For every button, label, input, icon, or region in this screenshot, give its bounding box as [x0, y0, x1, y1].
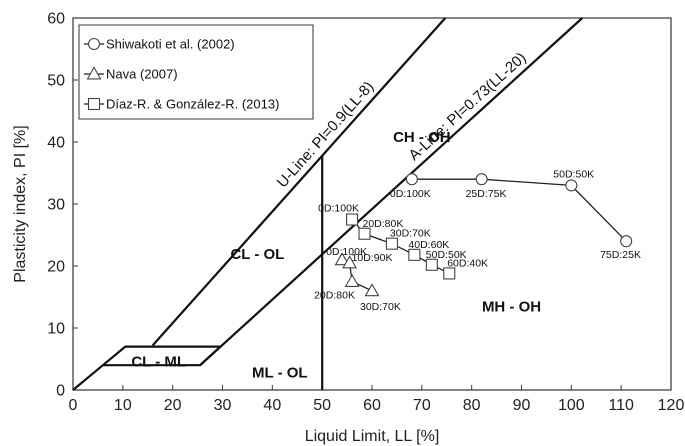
y-tick-label: 50 [47, 73, 65, 90]
y-axis-title: Plasticity index, PI [%] [12, 125, 29, 282]
zone-label: ML - OL [252, 365, 308, 382]
u-line [151, 17, 447, 347]
point-label: 0D:100K [318, 203, 359, 215]
point-label: 20D:80K [314, 290, 355, 302]
data-point [408, 248, 421, 261]
data-point [358, 227, 371, 240]
data-point [475, 173, 488, 186]
x-tick-label: 0 [69, 397, 78, 414]
point-label: 50D:50K [426, 249, 467, 261]
x-tick-label: 70 [413, 397, 431, 414]
legend-label: Nava (2007) [106, 67, 178, 82]
legend-box [78, 24, 314, 120]
x-tick-label: 100 [558, 397, 585, 414]
legend-item: Díaz-R. & González-R. (2013) [84, 97, 279, 112]
y-tick-label: 60 [47, 11, 65, 28]
point-label: 30D:70K [360, 301, 401, 313]
series-square: 0D:100K 20D:80K30D:70K40D:60K50D:50K60D:4… [318, 203, 488, 280]
legend-items: Shiwakoti et al. (2002) Nava (2007) Díaz-R… [84, 37, 279, 112]
legend-item: Nava (2007) [84, 66, 178, 82]
zone-label: CH - OH [393, 129, 451, 146]
x-tick-label: 40 [263, 397, 281, 414]
y-tick-label: 20 [47, 259, 65, 276]
data-point [342, 255, 358, 269]
data-point [425, 258, 438, 271]
data-point [385, 237, 398, 250]
y-tick-label: 0 [56, 383, 65, 400]
point-label: 0D:100K [326, 246, 367, 258]
data-point [346, 213, 359, 226]
x-tick-label: 60 [363, 397, 381, 414]
point-label: 40D:60K [408, 239, 449, 251]
x-tick-label: 20 [164, 397, 182, 414]
legend-marker [86, 66, 102, 80]
data-point [344, 273, 360, 287]
origin-line [72, 364, 104, 391]
data-point [405, 173, 418, 186]
x-tick-label: 110 [608, 397, 634, 414]
zone-label: CL - ML [131, 353, 186, 370]
data-point [443, 267, 456, 280]
x-axis-title: Liquid Limit, LL [%] [305, 428, 440, 445]
point-label: 10D:90K [352, 252, 393, 264]
data-point [620, 235, 633, 248]
cl-ml-box [102, 345, 224, 367]
legend-label: Díaz-R. & González-R. (2013) [106, 97, 279, 112]
zone-label: CL - OL [230, 246, 284, 263]
legend-item: Shiwakoti et al. (2002) [84, 37, 235, 52]
x-tick-label: 120 [658, 397, 685, 414]
x-tick-label: 30 [214, 397, 232, 414]
data-point [565, 179, 578, 192]
y-tick-label: 30 [47, 197, 65, 214]
y-tick-label: 10 [47, 321, 65, 338]
legend-label: Shiwakoti et al. (2002) [106, 37, 235, 52]
point-label: 25D:75K [466, 188, 507, 200]
zone-labels: CH - OH CL - OL CL - ML ML - OL MH - OH [131, 129, 541, 382]
axis-ticks: 0 10 20 30 40 50 60 70 80 90 100 110 120 0 10 20 30 40 50 6… [47, 11, 684, 415]
y-tick-label: 40 [47, 135, 65, 152]
legend-marker [87, 97, 101, 111]
legend-marker [87, 37, 101, 51]
x-tick-label: 10 [114, 397, 132, 414]
x-tick-label: 90 [513, 397, 531, 414]
point-label: 30D:70K [390, 228, 431, 240]
a-line [199, 17, 584, 367]
zone-label: MH - OH [482, 298, 541, 315]
point-label: 0D:100K [390, 188, 431, 200]
series-circle: 0D:100K 25D:75K 50D:50K 75D:25K [390, 168, 641, 261]
data-series: 0D:100K 25D:75K50D:50K75D:25K0D:100K10D:9… [314, 168, 641, 312]
legend: Shiwakoti et al. (2002) Nava (2007) Díaz-R… [78, 24, 314, 120]
x-tick-label: 50 [313, 397, 331, 414]
series-line [411, 178, 627, 242]
data-point [364, 283, 380, 297]
data-point [334, 252, 350, 266]
point-label: 20D:80K [363, 218, 404, 230]
point-label: 75D:25K [600, 249, 641, 261]
point-label: 60D:40K [447, 257, 488, 269]
point-label: 50D:50K [553, 168, 594, 180]
x-tick-label: 80 [463, 397, 481, 414]
